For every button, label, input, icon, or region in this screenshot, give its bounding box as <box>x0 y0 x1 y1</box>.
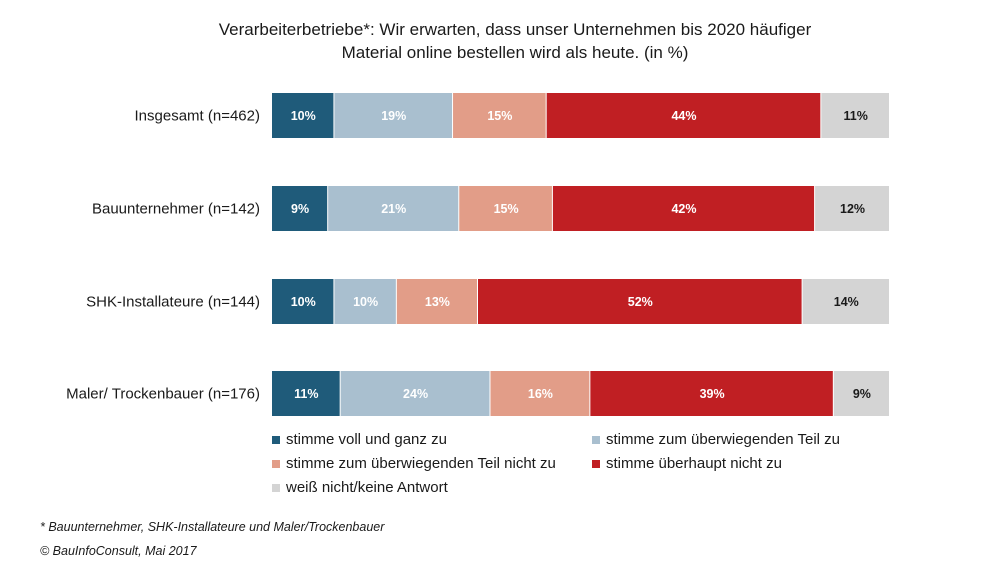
bar-segment-bauunternehmer-n-142-s0 <box>272 186 328 231</box>
legend-swatch-ueberhaupt-nicht <box>592 459 600 468</box>
data-label-maler-trockenbauer-n-176-s2: 16% <box>528 387 553 401</box>
bar-segment-shk-installateure-n-144-s0 <box>272 279 334 324</box>
chart-title-line-2: Material online bestellen wird als heute… <box>341 43 689 62</box>
bar-segment-shk-installateure-n-144-s3 <box>478 279 802 324</box>
bar-segment-bauunternehmer-n-142-s2 <box>459 186 552 231</box>
footnote-source: © BauInfoConsult, Mai 2017 <box>40 544 197 558</box>
legend-item-ueberwiegend-nicht: stimme zum überwiegenden Teil nicht zu <box>272 455 556 472</box>
legend-swatch-weiss-nicht <box>272 483 280 492</box>
bar-segment-insgesamt-n-462-s3 <box>546 93 821 138</box>
category-label-bauunternehmer-n-142: Bauunternehmer (n=142) <box>92 201 260 218</box>
data-label-shk-installateure-n-144-s0: 10% <box>291 295 316 309</box>
data-label-maler-trockenbauer-n-176-s4: 9% <box>853 387 871 401</box>
bar-segment-bauunternehmer-n-142-s1 <box>328 186 459 231</box>
category-label-maler-trockenbauer-n-176: Maler/ Trockenbauer (n=176) <box>66 386 260 403</box>
bar-segment-shk-installateure-n-144-s2 <box>396 279 477 324</box>
bar-segment-insgesamt-n-462-s2 <box>453 93 546 138</box>
legend-label-weiss-nicht: weiß nicht/keine Antwort <box>286 479 448 496</box>
legend-label-ueberwiegend: stimme zum überwiegenden Teil zu <box>606 431 841 448</box>
data-label-maler-trockenbauer-n-176-s1: 24% <box>403 387 428 401</box>
legend-item-ueberwiegend: stimme zum überwiegenden Teil zu <box>592 431 840 448</box>
data-label-bauunternehmer-n-142-s1: 21% <box>381 202 406 216</box>
data-label-maler-trockenbauer-n-176-s0: 11% <box>294 387 318 401</box>
bar-segment-maler-trockenbauer-n-176-s3 <box>590 371 833 416</box>
footnote-sample: * Bauunternehmer, SHK-Installateure und … <box>40 520 385 534</box>
legend-label-voll: stimme voll und ganz zu <box>286 431 447 448</box>
chart-title-line-1: Verarbeiterbetriebe*: Wir erwarten, dass… <box>218 20 812 39</box>
legend-swatch-voll <box>272 435 280 444</box>
data-label-shk-installateure-n-144-s2: 13% <box>425 295 450 309</box>
data-label-shk-installateure-n-144-s1: 10% <box>353 295 378 309</box>
bar-segment-insgesamt-n-462-s0 <box>272 93 334 138</box>
bar-segment-shk-installateure-n-144-s1 <box>334 279 396 324</box>
bar-segment-maler-trockenbauer-n-176-s4 <box>833 371 889 416</box>
data-label-shk-installateure-n-144-s4: 14% <box>834 295 859 309</box>
legend-swatch-ueberwiegend <box>592 435 600 444</box>
legend-swatch-ueberwiegend-nicht <box>272 459 280 468</box>
data-label-bauunternehmer-n-142-s0: 9% <box>291 202 309 216</box>
bar-segment-maler-trockenbauer-n-176-s0 <box>272 371 340 416</box>
legend-label-ueberwiegend-nicht: stimme zum überwiegenden Teil nicht zu <box>286 455 556 472</box>
data-label-insgesamt-n-462-s3: 44% <box>671 109 696 123</box>
legend-label-ueberhaupt-nicht: stimme überhaupt nicht zu <box>606 455 782 472</box>
data-label-maler-trockenbauer-n-176-s3: 39% <box>700 387 725 401</box>
legend-item-ueberhaupt-nicht: stimme überhaupt nicht zu <box>592 455 782 472</box>
data-label-bauunternehmer-n-142-s2: 15% <box>494 202 519 216</box>
data-label-bauunternehmer-n-142-s3: 42% <box>671 202 696 216</box>
data-label-insgesamt-n-462-s2: 15% <box>487 109 512 123</box>
data-label-insgesamt-n-462-s1: 19% <box>381 109 406 123</box>
bar-segment-shk-installateure-n-144-s4 <box>802 279 889 324</box>
data-label-bauunternehmer-n-142-s4: 12% <box>840 202 865 216</box>
bar-segment-maler-trockenbauer-n-176-s2 <box>490 371 590 416</box>
bar-segment-insgesamt-n-462-s4 <box>821 93 889 138</box>
category-label-insgesamt-n-462: Insgesamt (n=462) <box>135 108 261 125</box>
bar-segment-bauunternehmer-n-142-s4 <box>815 186 889 231</box>
bar-segment-insgesamt-n-462-s1 <box>334 93 453 138</box>
bar-segment-bauunternehmer-n-142-s3 <box>552 186 815 231</box>
data-label-insgesamt-n-462-s4: 11% <box>843 109 867 123</box>
bar-segment-maler-trockenbauer-n-176-s1 <box>340 371 490 416</box>
data-label-shk-installateure-n-144-s3: 52% <box>628 295 653 309</box>
legend-item-weiss-nicht: weiß nicht/keine Antwort <box>272 479 448 496</box>
data-label-insgesamt-n-462-s0: 10% <box>291 109 316 123</box>
legend-item-voll: stimme voll und ganz zu <box>272 431 447 448</box>
stacked-bar-chart: Insgesamt (n=462) 10% 19% 15% 44% 11% Bauunter… <box>66 93 889 416</box>
category-label-shk-installateure-n-144: SHK-Installateure (n=144) <box>86 294 260 311</box>
